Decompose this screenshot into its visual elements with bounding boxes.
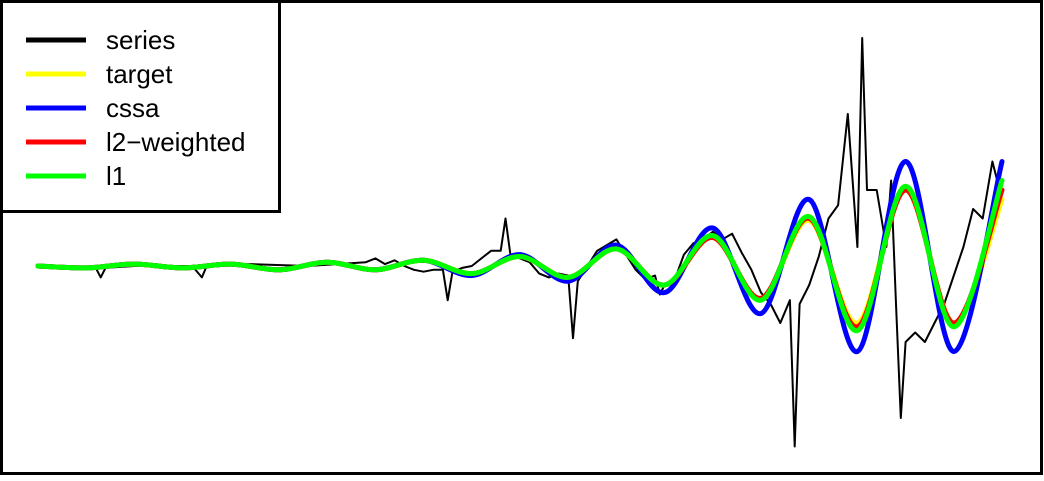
series-layer <box>35 37 1005 448</box>
legend-label-2: cssa <box>106 93 160 123</box>
legend-label-3: l2−weighted <box>106 127 246 157</box>
legend-label-4: l1 <box>106 161 126 191</box>
legend-label-0: series <box>106 25 175 55</box>
series-line-0 <box>37 37 1003 448</box>
legend: series target cssa l2−weighted l1 <box>0 0 281 213</box>
legend-label-1: target <box>106 59 173 89</box>
series-line-4 <box>35 178 1005 334</box>
